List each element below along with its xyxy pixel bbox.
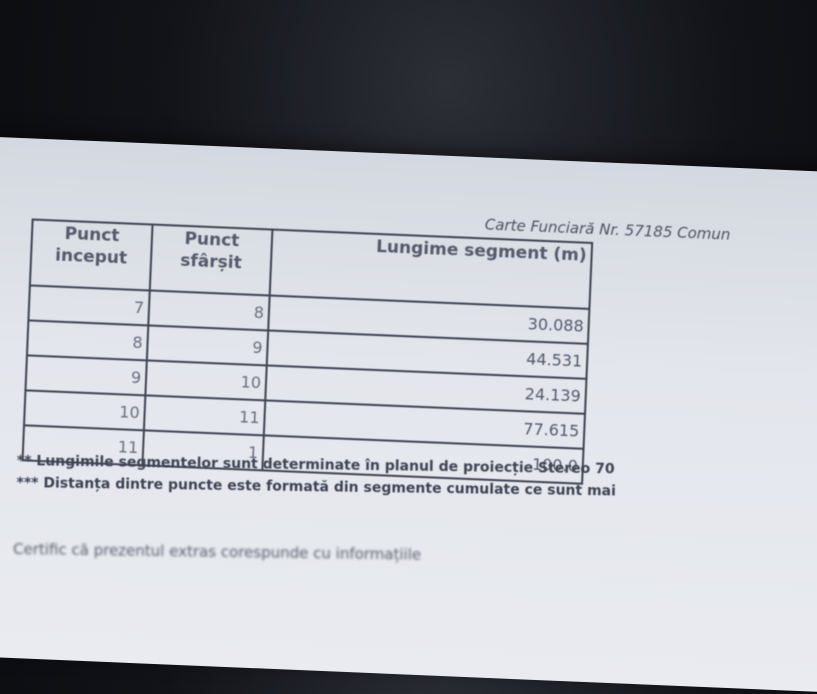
table-cell: 8 bbox=[148, 290, 270, 331]
table-cell: 11 bbox=[143, 395, 266, 436]
table-cell: 10 bbox=[145, 360, 267, 401]
paper-sheet: Carte Funciară Nr. 57185 Comun Punct inc… bbox=[0, 136, 817, 694]
column-header: Punct sfârșit bbox=[149, 224, 273, 296]
table-cell: 7 bbox=[28, 285, 150, 326]
table-cell: 9 bbox=[25, 355, 147, 396]
table-cell: 8 bbox=[26, 320, 149, 361]
column-header: Punct inceput bbox=[29, 219, 153, 291]
notes: ** Lungimile segmentelor sunt determinat… bbox=[16, 450, 616, 502]
table-cell: 9 bbox=[146, 325, 269, 366]
table-cell: 10 bbox=[24, 390, 146, 431]
segment-table: Punct inceput Punct sfârșit Lungime segm… bbox=[22, 218, 594, 484]
footer-text: Certific că prezentul extras corespunde … bbox=[12, 539, 422, 564]
